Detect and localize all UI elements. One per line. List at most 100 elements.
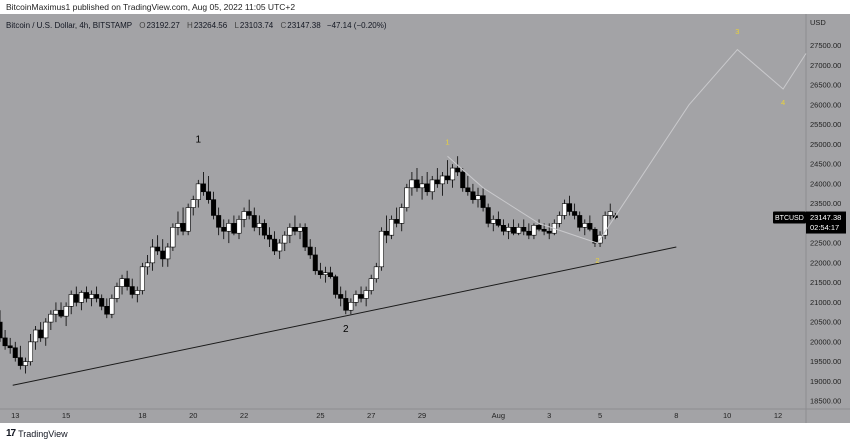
candle-body xyxy=(28,341,34,362)
candle xyxy=(460,168,466,192)
candle-body xyxy=(572,211,578,216)
candle-body xyxy=(292,227,298,232)
candle xyxy=(78,290,84,311)
price-tick-label: 24500.00 xyxy=(810,160,841,169)
tradingview-logo-icon: 17 xyxy=(6,428,16,439)
candle-body xyxy=(302,227,308,248)
candle xyxy=(572,203,578,220)
time-axis-background xyxy=(0,409,850,423)
candle xyxy=(28,333,34,366)
candle xyxy=(495,211,501,228)
candle xyxy=(444,160,450,184)
candle-body xyxy=(43,321,49,339)
price-tick-label: 22000.00 xyxy=(810,258,841,267)
candle xyxy=(587,215,593,232)
candle xyxy=(109,294,115,319)
price-tick-label: 19500.00 xyxy=(810,357,841,366)
time-tick-label: 27 xyxy=(367,411,375,420)
candle-body xyxy=(180,223,186,232)
candle xyxy=(33,326,39,350)
candle-body xyxy=(500,225,506,232)
candle xyxy=(607,203,613,220)
candle xyxy=(419,175,425,200)
candle xyxy=(160,239,166,267)
price-tick-label: 21000.00 xyxy=(810,298,841,307)
publisher-line: BitcoinMaximus1 published on TradingView… xyxy=(6,2,296,12)
candle xyxy=(134,286,140,303)
candle-body xyxy=(506,227,512,232)
candle xyxy=(602,211,608,240)
candle xyxy=(556,211,562,228)
price-tick-label: 22500.00 xyxy=(810,239,841,248)
candle xyxy=(394,207,400,228)
candle xyxy=(399,203,405,232)
candle xyxy=(389,215,395,240)
candle xyxy=(511,219,517,236)
price-tick-label: 20500.00 xyxy=(810,318,841,327)
candle xyxy=(216,207,222,236)
candle xyxy=(83,286,89,303)
candle xyxy=(465,175,471,196)
candle-body xyxy=(353,294,359,303)
wave-label: 1 xyxy=(196,134,202,145)
candle xyxy=(582,219,588,236)
price-tick-label: 26000.00 xyxy=(810,100,841,109)
price-tick-label: 23500.00 xyxy=(810,199,841,208)
candle xyxy=(470,183,476,204)
candle xyxy=(211,191,217,220)
candle xyxy=(490,215,496,232)
candle-body xyxy=(68,294,74,307)
candle-body xyxy=(536,225,542,230)
candle xyxy=(312,247,318,275)
candle xyxy=(99,294,105,311)
candle xyxy=(48,310,54,330)
candle-body xyxy=(444,175,450,181)
candle-body xyxy=(470,191,476,200)
candle-body xyxy=(378,230,384,268)
candle-body xyxy=(190,199,196,208)
wave-projection-line xyxy=(447,48,807,244)
candle xyxy=(185,203,191,236)
candle-body xyxy=(439,175,445,185)
candle xyxy=(378,227,384,271)
candle xyxy=(536,219,542,232)
low-value: 23103.74 xyxy=(240,21,274,30)
wave-labels: 1 2 1 2 3 4 xyxy=(196,27,786,335)
candle-body xyxy=(124,278,130,287)
candle-body xyxy=(516,227,522,234)
candle xyxy=(546,223,552,240)
candle-body xyxy=(358,294,364,299)
close-value: 23147.38 xyxy=(287,21,321,30)
time-tick-label: 5 xyxy=(598,411,602,420)
candle-body xyxy=(195,183,201,200)
price-tick-label: 26500.00 xyxy=(810,81,841,90)
last-price-tag: BTCUSD 23147.38 02:54:17 xyxy=(773,211,846,234)
candle-body xyxy=(556,215,562,224)
time-tick-label: Aug xyxy=(492,411,505,420)
price-tick-label: 27000.00 xyxy=(810,61,841,70)
candle-body xyxy=(333,276,339,295)
drawings xyxy=(12,48,807,386)
candle-body xyxy=(465,187,471,193)
candle xyxy=(256,215,262,236)
candle-body xyxy=(211,199,217,216)
candle-body xyxy=(119,278,125,287)
price-tick-label: 24000.00 xyxy=(810,179,841,188)
candle-body xyxy=(99,298,105,307)
candle-body xyxy=(541,228,547,232)
candle xyxy=(180,207,186,236)
time-tick-label: 25 xyxy=(316,411,324,420)
candle-body xyxy=(2,337,8,347)
candle xyxy=(241,207,247,228)
high-value: 23264.56 xyxy=(194,21,228,30)
candle xyxy=(414,168,420,192)
price-tag-symbol: BTCUSD xyxy=(775,215,804,222)
candle-body xyxy=(307,246,313,256)
tradingview-brand[interactable]: 17 TradingView xyxy=(6,428,68,439)
candle-body xyxy=(383,230,389,236)
candle xyxy=(429,175,435,200)
candle xyxy=(358,286,364,303)
candle-body xyxy=(567,203,573,212)
candle-body xyxy=(582,223,588,228)
